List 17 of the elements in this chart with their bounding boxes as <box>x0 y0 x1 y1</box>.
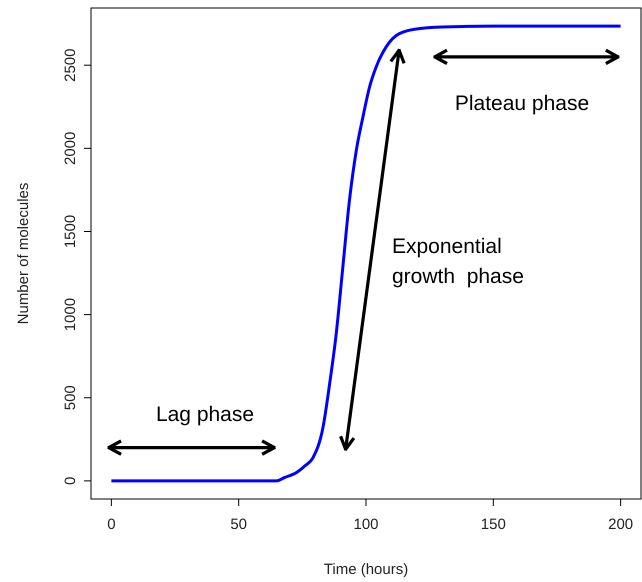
x-tick-label: 100 <box>353 516 379 533</box>
y-tick-label: 2500 <box>62 48 79 82</box>
x-tick-label: 150 <box>480 516 506 533</box>
annotation: Plateau phase <box>454 92 590 115</box>
y-tick-label: 2000 <box>62 132 79 166</box>
line-series <box>110 24 622 482</box>
annotation: Lag phase <box>156 403 254 426</box>
annotation: Exponential growth phase <box>392 235 524 288</box>
x-axis-title: Time (hours) <box>324 561 408 578</box>
x-tick-label: 0 <box>107 516 116 533</box>
y-tick-label: 0 <box>62 476 79 486</box>
y-axis-title: Number of molecules <box>15 182 32 324</box>
x-tick-label: 200 <box>608 516 634 533</box>
y-tick-label: 1000 <box>62 298 79 332</box>
y-tick-label: 500 <box>62 385 79 410</box>
y-tick-label: 1500 <box>62 214 79 248</box>
x-tick-label: 50 <box>230 516 248 533</box>
